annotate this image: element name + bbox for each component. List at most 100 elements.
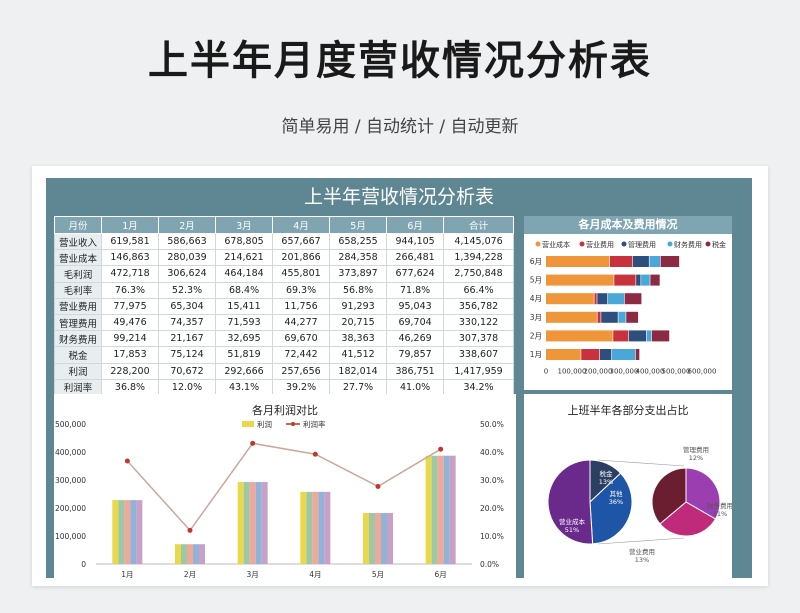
category-label: 3月 xyxy=(247,570,259,578)
sheet-title: 上半年营收情况分析表 xyxy=(303,186,494,208)
legend-label: 利润 xyxy=(257,419,272,429)
column-header: 合计 xyxy=(443,216,514,234)
table-row: 营业收入 619,581 586,663 678,805 657,667 658,255 9… xyxy=(54,232,514,251)
table-cell: 27.7% xyxy=(329,378,388,396)
x-tick-label: 300,000 xyxy=(610,368,639,376)
y-tick-label: 0 xyxy=(81,560,86,569)
row-label: 利润率 xyxy=(54,378,102,396)
table-cell: 1,417,959 xyxy=(443,362,514,380)
bar-segment xyxy=(660,256,680,267)
legend-label: 管理费用 xyxy=(628,240,656,249)
table-cell: 51,819 xyxy=(215,346,274,364)
connector-line xyxy=(597,459,685,467)
legend-label: 财务费用 xyxy=(674,240,702,249)
slice-value: 12% xyxy=(689,454,703,462)
page-title: 上半年月度营收情况分析表 xyxy=(148,38,652,84)
category-label: 1月 xyxy=(530,350,542,359)
column-header: 2月 xyxy=(158,216,217,234)
table-cell: 306,624 xyxy=(158,265,217,283)
margin-point xyxy=(187,527,193,533)
table-header-row: 月份 1月 2月 3月 4月 5月 6月 合计 xyxy=(54,216,514,234)
table-cell: 39.2% xyxy=(272,378,331,396)
row-label: 营业费用 xyxy=(54,297,102,315)
profit-bar xyxy=(237,482,244,564)
profit-bar xyxy=(255,482,262,564)
cost-chart: 营业成本 营业费用 管理费用 财务费用 税金 1月 2月 3月 4月 5月 6月 0 100,00020… xyxy=(530,240,726,376)
bar-segment xyxy=(646,330,652,342)
expense-pie-panel: 上班半年各部分支出占比 营业成本 51% 税金 13% 其他 36% 管理费用 12% 财务费用… xyxy=(524,394,732,578)
table-row: 毛利润 472,718 306,624 464,184 455,801 373,897 67… xyxy=(54,265,514,283)
table-row: 利润率 36.8% 12.0% 43.1% 39.2% 27.7% 41.0% 34.2% xyxy=(54,378,514,396)
table-cell: 146,863 xyxy=(100,249,160,267)
profit-bar xyxy=(375,513,381,564)
profit-chart-title: 各月利润对比 xyxy=(252,404,318,417)
x-tick-label: 400,000 xyxy=(636,368,665,376)
table-cell: 266,481 xyxy=(386,249,445,267)
y-tick-label: 400,000 xyxy=(55,448,86,457)
y2-tick-label: 30.0% xyxy=(480,476,504,485)
profit-bar xyxy=(369,513,375,564)
bar-segment xyxy=(607,293,625,305)
bar-segment xyxy=(546,349,581,360)
bar-segment xyxy=(635,349,640,360)
table-cell: 91,293 xyxy=(329,297,388,315)
category-label: 2月 xyxy=(530,331,542,340)
legend-label: 营业成本 xyxy=(542,240,570,249)
table-cell: 292,666 xyxy=(215,362,274,380)
table-row: 毛利率 76.3% 52.3% 68.4% 69.3% 56.8% 71.8% 66.4% xyxy=(54,281,514,299)
profit-bar xyxy=(124,500,131,564)
table-cell: 15,411 xyxy=(215,297,274,315)
row-label: 财务费用 xyxy=(54,330,102,348)
table-cell: 356,782 xyxy=(443,297,514,315)
table-row: 税金 17,853 75,124 51,819 72,442 41,512 79,857 33… xyxy=(54,346,514,364)
profit-bar xyxy=(449,455,456,564)
table-cell: 284,358 xyxy=(329,249,388,267)
profit-bar xyxy=(381,513,387,564)
legend-marker xyxy=(621,241,627,247)
bar-segment xyxy=(594,293,597,305)
legend-label: 税金 xyxy=(712,240,726,249)
cost-chart-panel: 各月成本及费用情况 营业成本 营业费用 管理费用 财务费用 税金 1月 2月 3月 4月 5月 6月… xyxy=(524,216,732,390)
table-cell: 77,975 xyxy=(100,297,160,315)
row-label: 利润 xyxy=(54,362,102,380)
table-cell: 17,853 xyxy=(100,346,160,364)
slice-label: 财务费用 xyxy=(707,501,732,510)
profit-bar xyxy=(300,491,307,564)
table-cell: 43.1% xyxy=(215,378,274,396)
slice-value: 51% xyxy=(565,526,579,534)
profit-bar xyxy=(324,491,331,564)
profit-bar xyxy=(175,544,181,564)
legend-marker xyxy=(667,241,673,247)
profit-bar xyxy=(187,544,193,564)
table-cell: 201,866 xyxy=(272,249,331,267)
table-cell: 41,512 xyxy=(329,346,388,364)
table-cell: 72,442 xyxy=(272,346,331,364)
legend-label: 营业费用 xyxy=(586,240,614,249)
bar-segment xyxy=(597,293,608,305)
y2-tick-label: 40.0% xyxy=(480,448,504,457)
bar-segment xyxy=(546,256,610,267)
table-cell: 32,695 xyxy=(215,330,274,348)
x-tick-label: 200,000 xyxy=(584,368,613,376)
table-cell: 38,363 xyxy=(329,330,388,348)
legend-marker xyxy=(579,241,585,247)
table-cell: 338,607 xyxy=(443,346,514,364)
column-header: 4月 xyxy=(272,216,331,234)
pie-slice xyxy=(589,472,633,545)
bar-segment xyxy=(650,274,660,286)
category-label: 2月 xyxy=(184,570,196,578)
table-cell: 4,145,076 xyxy=(443,232,514,251)
bar-segment xyxy=(597,311,601,323)
table-cell: 11,756 xyxy=(272,297,331,315)
table-row: 营业费用 77,975 65,304 15,411 11,756 91,293 95,043… xyxy=(54,297,514,315)
bar-segment xyxy=(546,274,614,286)
table-cell: 71,593 xyxy=(215,313,274,332)
table-cell: 68.4% xyxy=(215,281,274,299)
table-cell: 71.8% xyxy=(386,281,445,299)
slice-label: 税金 xyxy=(600,469,614,478)
bar-segment xyxy=(649,256,660,267)
table-cell: 44,277 xyxy=(272,313,331,332)
margin-point xyxy=(312,451,318,457)
margin-point xyxy=(250,440,256,446)
